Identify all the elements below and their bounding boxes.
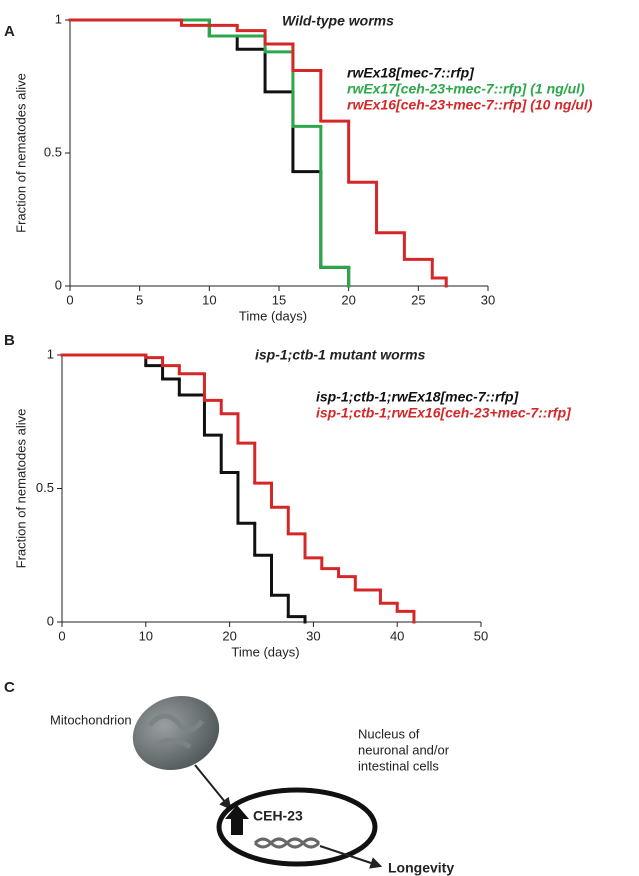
y-tick-label: 0 xyxy=(55,277,62,292)
nucleus-label: intestinal cells xyxy=(358,758,439,773)
x-tick-label: 40 xyxy=(390,628,404,643)
x-tick-label: 30 xyxy=(481,292,495,307)
x-tick-label: 25 xyxy=(411,292,425,307)
legend-entry: isp-1;ctb-1;rwEx18[mec-7::rfp] xyxy=(316,389,520,405)
x-axis-label: Time (days) xyxy=(239,308,307,323)
y-tick-label: 0.5 xyxy=(36,480,54,495)
panel-label: C xyxy=(4,679,15,696)
protein-label: CEH-23 xyxy=(253,808,303,824)
x-tick-label: 20 xyxy=(222,628,236,643)
x-tick-label: 30 xyxy=(306,628,320,643)
x-tick-label: 0 xyxy=(58,628,65,643)
mitochondrion-label: Mitochondrion xyxy=(50,712,132,727)
x-tick-label: 15 xyxy=(272,292,286,307)
x-tick-label: 0 xyxy=(66,292,73,307)
y-tick-label: 0.5 xyxy=(44,144,62,159)
annotation: Wild-type worms xyxy=(282,13,394,29)
diagram: Mitochondrion Nucleus of neuronal and/or… xyxy=(50,695,454,876)
dna-icon xyxy=(253,837,321,849)
x-tick-label: 10 xyxy=(139,628,153,643)
legend-entry: rwEx18[mec-7::rfp] xyxy=(347,65,475,81)
outcome-label: Longevity xyxy=(388,860,454,876)
x-tick-label: 50 xyxy=(474,628,488,643)
mitochondrion-icon xyxy=(132,695,220,771)
annotation: isp-1;ctb-1 mutant worms xyxy=(255,347,426,363)
y-tick-label: 0 xyxy=(47,613,54,628)
y-axis-label: Fraction of nematodes alive xyxy=(13,73,28,233)
x-axis-label: Time (days) xyxy=(231,644,299,659)
legend-entry: rwEx16[ceh-23+mec-7::rfp] (10 ng/ul) xyxy=(347,97,593,113)
nucleus-label: Nucleus of xyxy=(358,726,420,741)
x-tick-label: 20 xyxy=(341,292,355,307)
panel-label: B xyxy=(4,332,15,349)
x-tick-label: 10 xyxy=(202,292,216,307)
nucleus-icon xyxy=(216,787,378,867)
y-tick-label: 1 xyxy=(55,11,62,26)
y-axis-label: Fraction of nematodes alive xyxy=(13,409,28,569)
up-arrow xyxy=(225,805,249,835)
arrow xyxy=(319,845,383,869)
legend-entry: rwEx17[ceh-23+mec-7::rfp] (1 ng/ul) xyxy=(347,81,585,97)
arrow xyxy=(194,764,232,810)
legend-entry: isp-1;ctb-1;rwEx16[ceh-23+mec-7::rfp] xyxy=(316,405,572,421)
nucleus-label: neuronal and/or xyxy=(358,742,450,757)
panel-label: A xyxy=(4,23,15,40)
x-tick-label: 5 xyxy=(136,292,143,307)
y-tick-label: 1 xyxy=(47,346,54,361)
cristae xyxy=(148,713,204,750)
